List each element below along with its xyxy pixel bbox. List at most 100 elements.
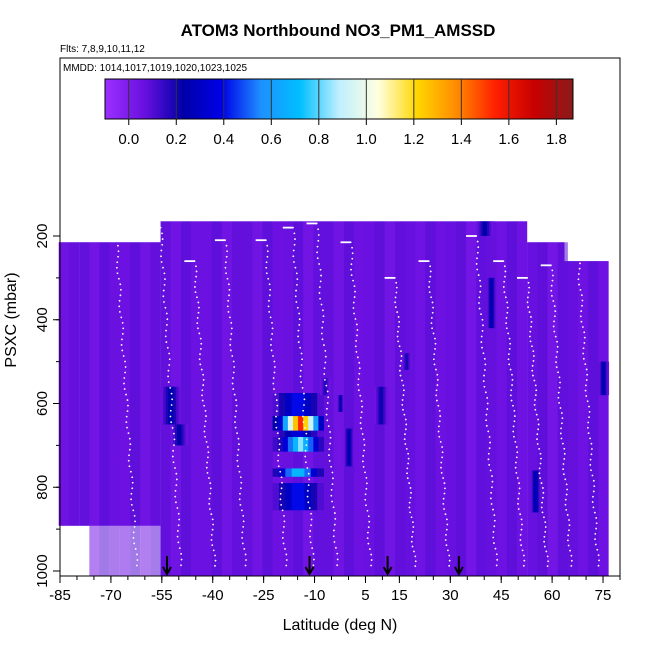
heatmap-feature-cell xyxy=(495,277,498,329)
marker-arrows xyxy=(162,556,464,577)
track-point xyxy=(127,404,129,407)
heatmap-feature-cell xyxy=(272,437,279,452)
track-point xyxy=(332,506,335,509)
heatmap-cell xyxy=(486,221,497,576)
track-point xyxy=(164,335,167,338)
track-point xyxy=(227,310,230,313)
track-point xyxy=(279,498,282,501)
heatmap-cell xyxy=(201,221,212,576)
track-point xyxy=(541,501,543,504)
track-point xyxy=(545,550,548,553)
track-point xyxy=(333,541,336,543)
y-tick-label: 400 xyxy=(34,307,51,332)
track-point xyxy=(173,438,176,441)
track-point xyxy=(433,363,436,366)
track-point xyxy=(318,292,321,294)
track-point xyxy=(353,296,356,298)
track-point xyxy=(363,438,365,441)
track-point xyxy=(521,523,523,526)
track-point xyxy=(482,380,485,383)
track-point xyxy=(171,427,174,429)
track-point xyxy=(327,396,330,399)
track-point xyxy=(504,296,507,299)
heatmap-feature-cell xyxy=(317,393,325,421)
heatmap-cell xyxy=(130,242,141,576)
track-point xyxy=(555,356,558,358)
track-point xyxy=(531,369,534,372)
heatmap-feature-cell xyxy=(298,437,304,452)
track-point xyxy=(281,481,283,484)
track-point xyxy=(325,413,328,416)
heatmap-cell xyxy=(323,221,334,576)
track-point xyxy=(554,335,557,338)
track-point xyxy=(436,373,439,376)
track-point xyxy=(368,548,371,550)
track-point xyxy=(441,446,443,448)
track-point xyxy=(272,382,275,385)
track-point xyxy=(512,404,514,407)
track-point xyxy=(125,393,127,396)
track-point xyxy=(168,358,171,361)
track-point xyxy=(201,389,204,392)
track-point xyxy=(354,318,357,320)
track-point xyxy=(266,244,269,247)
track-point xyxy=(411,531,414,533)
track-point xyxy=(125,415,128,418)
track-point xyxy=(121,349,124,352)
track-point xyxy=(404,433,406,436)
track-point xyxy=(361,433,364,435)
track-point xyxy=(562,468,565,471)
track-point xyxy=(316,245,319,248)
track-point xyxy=(582,347,585,350)
track-point xyxy=(126,410,129,413)
track-point xyxy=(578,257,581,259)
track-point xyxy=(295,272,298,275)
track-point xyxy=(532,355,535,357)
track-point xyxy=(365,504,367,507)
track-point xyxy=(491,480,494,483)
track-point xyxy=(265,266,268,269)
colorbar-tick-label: 0.0 xyxy=(118,131,139,148)
heatmap-cell xyxy=(354,221,365,576)
track-point xyxy=(563,447,566,450)
track-point xyxy=(198,358,201,361)
colorbar-tick-label: 1.6 xyxy=(498,131,519,148)
track-point xyxy=(478,307,481,310)
track-point xyxy=(540,506,543,509)
track-point xyxy=(493,519,496,522)
x-tick-label: -40 xyxy=(202,587,224,604)
track-point xyxy=(169,386,172,389)
track-point xyxy=(281,509,284,512)
track-point xyxy=(169,415,172,418)
colorbar-tick-label: 1.2 xyxy=(403,131,424,148)
track-point xyxy=(443,492,446,495)
track-point xyxy=(232,377,234,379)
track-point xyxy=(170,392,173,395)
heatmap-feature-cell xyxy=(343,428,346,467)
track-point xyxy=(210,539,213,541)
track-point xyxy=(178,518,181,521)
track-point xyxy=(409,496,412,499)
track-point xyxy=(326,390,329,393)
track-point xyxy=(356,356,359,359)
track-point xyxy=(358,361,361,364)
heatmap-feature-cell xyxy=(351,428,354,467)
track-point xyxy=(566,488,569,491)
track-point xyxy=(430,317,433,319)
track-point xyxy=(331,500,333,503)
heatmap-feature-cell xyxy=(490,277,493,329)
track-point xyxy=(414,555,417,558)
track-point xyxy=(319,297,322,300)
track-point xyxy=(329,442,331,445)
heatmap-cell xyxy=(567,261,579,576)
track-point xyxy=(443,482,446,485)
heatmap-cell xyxy=(211,221,222,576)
track-point xyxy=(552,325,555,328)
track-point xyxy=(360,400,363,403)
track-point xyxy=(556,351,559,353)
track-point xyxy=(355,350,358,353)
track-point xyxy=(301,386,304,389)
track-point xyxy=(511,379,514,381)
track-point xyxy=(482,324,484,327)
track-point xyxy=(116,261,119,264)
